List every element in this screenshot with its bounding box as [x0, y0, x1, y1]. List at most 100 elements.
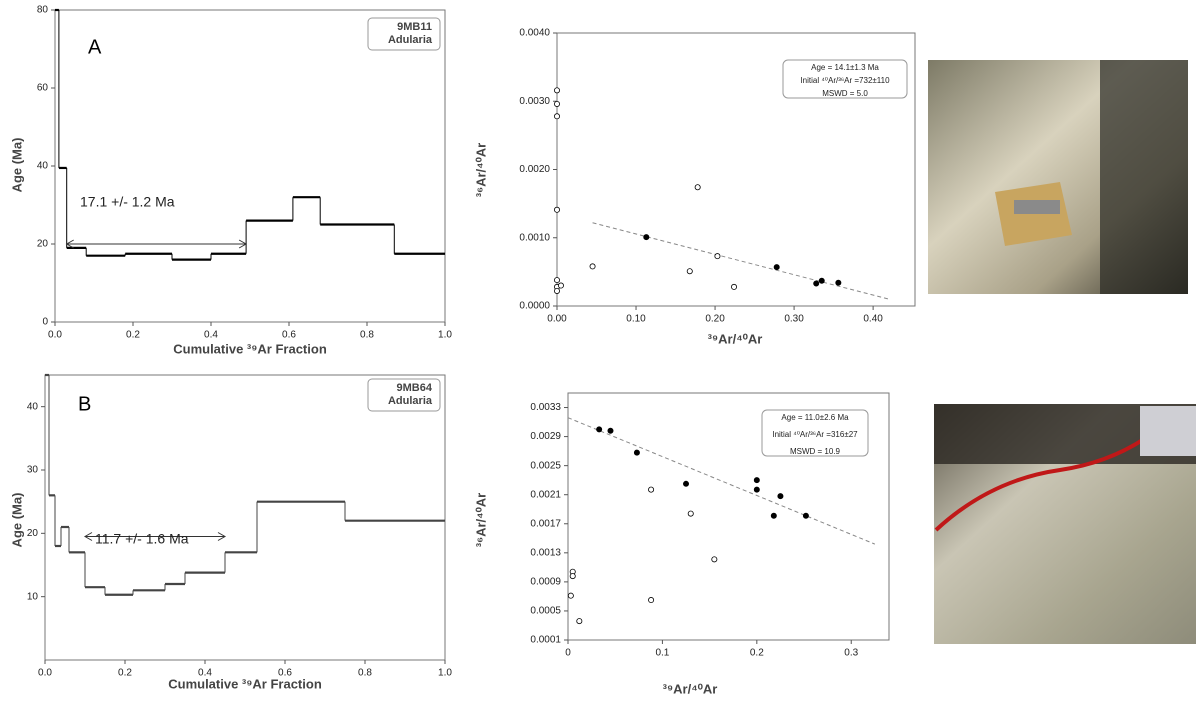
result-text: MSWD = 10.9	[790, 447, 841, 456]
x-tick-label: 0.6	[278, 668, 292, 679]
result-text: Age = 14.1±1.3 Ma	[811, 63, 879, 72]
arrow-head	[83, 532, 227, 541]
sample-label: 9MB11	[397, 21, 432, 33]
y-tick-label: 0.0020	[519, 164, 550, 175]
result-text: Initial ⁴⁰Ar/³⁶Ar =316±27	[772, 430, 858, 439]
y-tick-label: 0.0029	[530, 431, 561, 442]
y-tick-label: 0.0000	[519, 301, 550, 312]
plot-frame	[44, 374, 446, 661]
y-tick-label: 0.0017	[530, 518, 561, 529]
data-point	[802, 512, 809, 519]
data-point	[813, 280, 820, 287]
y-tick-label: 0.0025	[530, 460, 561, 471]
y-tick-label: 80	[37, 5, 49, 16]
plot-frame	[54, 9, 446, 323]
x-axis-label: ³⁹Ar/⁴⁰Ar	[708, 331, 763, 346]
result-text: MSWD = 5.0	[822, 89, 868, 98]
data-point	[633, 449, 640, 456]
x-axis-label: Cumulative ³⁹Ar Fraction	[168, 676, 322, 691]
x-tick-label: 0.2	[118, 668, 132, 679]
x-tick-label: 0	[565, 648, 571, 659]
x-axis-label: Cumulative ³⁹Ar Fraction	[173, 341, 327, 356]
x-tick-label: 0.30	[784, 314, 804, 325]
x-tick-label: 0.20	[705, 314, 725, 325]
photo-adularia-b	[934, 404, 1196, 644]
y-axis-label: ³⁶Ar/⁴⁰Ar	[473, 493, 488, 547]
data-point	[773, 264, 780, 271]
data-point	[683, 480, 690, 487]
data-point	[753, 477, 760, 484]
data-point	[557, 282, 564, 289]
sample-box	[367, 17, 441, 51]
x-axis-label: ³⁹Ar/⁴⁰Ar	[663, 681, 718, 696]
arrow-head	[65, 239, 248, 249]
chart-panel: 0.0001 0.0005 0.0009 0.0013 0.0017 0.0021 0.00…	[473, 392, 890, 696]
isochron-fit	[567, 417, 876, 545]
data-point	[589, 263, 596, 270]
data-point	[777, 493, 784, 500]
data-point	[554, 206, 561, 213]
data-point	[714, 253, 721, 260]
y-tick-label: 0	[42, 317, 48, 328]
x-tick-label: 0.4	[204, 330, 218, 341]
plateau-age: 17.1 +/- 1.2 Ma	[80, 194, 175, 210]
x-tick-label: 0.3	[844, 648, 858, 659]
data-point	[607, 427, 614, 434]
data-point	[596, 426, 603, 433]
data-point	[554, 87, 561, 94]
y-tick-label: 0.0030	[519, 96, 550, 107]
y-tick-label: 0.0010	[519, 232, 550, 243]
y-axis-label: ³⁶Ar/⁴⁰Ar	[473, 143, 488, 197]
data-point	[554, 113, 561, 120]
photo-adularia-a	[928, 60, 1188, 294]
data-point	[643, 234, 650, 241]
panel-label: B	[78, 393, 91, 415]
data-point	[567, 592, 574, 599]
data-point	[711, 556, 718, 563]
data-point	[554, 287, 561, 294]
plot-frame	[567, 392, 890, 641]
data-point	[694, 184, 701, 191]
data-point	[687, 510, 694, 517]
data-point	[554, 277, 561, 284]
result-box	[761, 409, 869, 457]
result-text: Initial ⁴⁰Ar/³⁶Ar =732±110	[800, 76, 890, 85]
y-tick-label: 20	[37, 239, 49, 250]
panel-label: A	[88, 36, 102, 58]
result-text: Age = 11.0±2.6 Ma	[781, 413, 849, 422]
y-tick-label: 60	[37, 83, 49, 94]
data-point	[576, 618, 583, 625]
data-point	[686, 268, 693, 275]
y-tick-label: 0.0013	[530, 547, 561, 558]
data-point	[731, 283, 738, 290]
sample-box	[367, 378, 441, 412]
y-tick-label: 0.0005	[530, 606, 561, 617]
sample-label: Adularia	[388, 34, 433, 46]
x-tick-label: 0.00	[547, 314, 567, 325]
chart-panel: 0.0000 0.0010 0.0020 0.0030 0.0040 0.00 0.10 0.…	[473, 28, 916, 346]
chart-panel: 0 20 40 60 80 0.0 0.2 0.4 0.6 0.8 1.0 Cumulative ³⁹…	[9, 5, 452, 357]
x-tick-label: 0.4	[198, 668, 212, 679]
result-box	[782, 59, 908, 99]
plateau-age: 11.7 +/- 1.6 Ma	[95, 531, 189, 547]
y-tick-label: 0.0009	[530, 577, 561, 588]
y-tick-label: 0.0033	[530, 402, 561, 413]
data-point	[835, 279, 842, 286]
x-tick-label: 0.8	[358, 668, 372, 679]
y-tick-label: 0.0001	[530, 635, 561, 646]
data-point	[648, 486, 655, 493]
x-tick-label: 0.6	[282, 330, 296, 341]
y-tick-label: 40	[27, 401, 39, 412]
y-axis-label: Age (Ma)	[9, 138, 24, 193]
chart-panel: 10 20 30 40 0.0 0.2 0.4 0.6 0.8 1.0 Cumulative ³⁹A…	[9, 373, 452, 691]
y-tick-label: 0.0040	[519, 28, 550, 39]
y-tick-label: 10	[27, 591, 39, 602]
x-tick-label: 0.2	[750, 648, 764, 659]
data-point	[569, 573, 576, 580]
x-tick-label: 0.1	[655, 648, 669, 659]
y-tick-label: 40	[37, 161, 49, 172]
y-tick-label: 20	[27, 528, 39, 539]
data-point	[770, 512, 777, 519]
x-tick-label: 0.8	[360, 330, 374, 341]
data-point	[753, 486, 760, 493]
